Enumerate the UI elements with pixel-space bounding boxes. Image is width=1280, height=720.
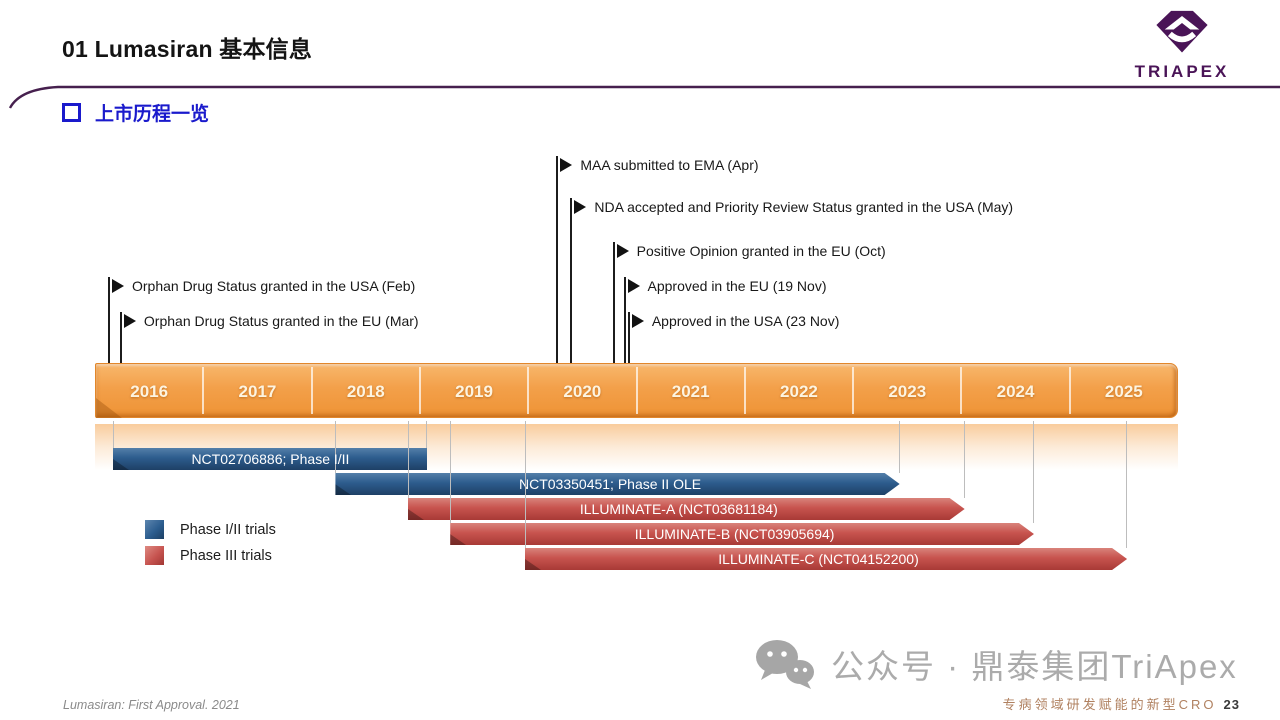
header-divider xyxy=(8,85,1280,109)
year-divider-line xyxy=(635,367,638,414)
milestone-pole xyxy=(107,277,110,363)
year-label: 2018 xyxy=(346,382,385,401)
gantt-bar: NCT02706886; Phase I/II xyxy=(113,448,428,470)
company-logo: TRIAPEX xyxy=(1132,8,1232,82)
year-divider-line xyxy=(852,367,855,414)
gantt-bar-label: NCT02706886; Phase I/II xyxy=(191,451,350,467)
year-label: 2019 xyxy=(455,382,493,401)
footer-tagline: 专病领域研发赋能的新型CRO 23 xyxy=(1003,694,1240,713)
gantt-bar: ILLUMINATE-C (NCT04152200) xyxy=(525,548,1127,570)
year-label: 2024 xyxy=(996,382,1035,401)
year-label: 2017 xyxy=(238,382,277,401)
connector-line xyxy=(426,421,427,448)
year-divider-line xyxy=(310,367,313,414)
connector-line xyxy=(408,421,409,498)
source-note: Lumasiran: First Approval. 2021 xyxy=(63,698,240,712)
year-label: 2023 xyxy=(888,382,927,401)
gantt-bar-bevel xyxy=(525,559,541,570)
year-divider-line xyxy=(527,367,530,414)
tagline-text: 专病领域研发赋能的新型CRO xyxy=(1002,697,1217,712)
milestone-label: Approved in the EU (19 Nov) xyxy=(647,278,827,294)
year-divider-line xyxy=(418,367,421,414)
milestone-pole xyxy=(623,277,626,363)
year-divider-line xyxy=(202,367,205,414)
connector-line xyxy=(450,421,451,523)
section-heading: 上市历程一览 xyxy=(62,99,209,126)
year-label: 2022 xyxy=(780,382,818,401)
gantt-bar: ILLUMINATE-A (NCT03681184) xyxy=(408,498,965,520)
watermark-text: 公众号 · 鼎泰集团TriApex xyxy=(831,648,1238,685)
page-title: 01 Lumasiran 基本信息 xyxy=(62,36,313,62)
milestone-pole xyxy=(119,312,122,363)
milestone-pole xyxy=(612,242,615,363)
gantt-bar: NCT03350451; Phase II OLE xyxy=(335,473,899,495)
section-title: 上市历程一览 xyxy=(95,104,210,125)
milestone-pole xyxy=(627,312,630,363)
gantt-bar-bevel xyxy=(450,534,466,545)
milestone-flag-icon xyxy=(123,314,136,328)
milestone-flag-icon xyxy=(616,244,629,258)
milestone-pole xyxy=(570,198,573,363)
timeline-axis-bevel xyxy=(96,398,122,418)
connector-line xyxy=(1126,421,1127,548)
page-number: 23 xyxy=(1223,697,1240,712)
gantt-bar-label: ILLUMINATE-C (NCT04152200) xyxy=(718,551,919,567)
connector-line xyxy=(525,421,526,548)
gantt-bar-bevel xyxy=(113,459,130,470)
milestone-label: Approved in the USA (23 Nov) xyxy=(651,313,840,329)
year-label: 2016 xyxy=(130,382,169,401)
year-divider-line xyxy=(743,367,746,414)
milestone-flag-icon xyxy=(631,314,644,328)
year-divider-line xyxy=(1068,367,1071,414)
connector-line xyxy=(113,421,114,448)
legend-item-phase12: Phase I/II trials xyxy=(145,520,276,539)
milestone-label: Orphan Drug Status granted in the USA (F… xyxy=(131,278,416,294)
year-label: 2021 xyxy=(671,382,710,401)
milestone-flag-icon xyxy=(627,279,640,293)
gantt-bar-bevel xyxy=(335,484,351,495)
wechat-icon xyxy=(756,640,814,689)
watermark: 公众号 · 鼎泰集团TriApex xyxy=(755,638,1238,690)
gantt-bar-label: NCT03350451; Phase II OLE xyxy=(518,476,702,492)
gantt-bar-label: ILLUMINATE-B (NCT03905694) xyxy=(634,526,835,542)
year-label: 2020 xyxy=(563,382,602,401)
connector-line xyxy=(335,421,336,473)
year-divider-line xyxy=(960,367,963,414)
milestone-label: Positive Opinion granted in the EU (Oct) xyxy=(636,243,886,259)
legend-label: Phase III trials xyxy=(180,547,272,564)
square-bullet-icon xyxy=(62,103,81,122)
legend-label: Phase I/II trials xyxy=(180,521,276,538)
milestone-pole xyxy=(556,156,559,363)
legend-swatch-red xyxy=(145,546,164,565)
legend-swatch-blue xyxy=(145,520,164,539)
milestone-label: NDA accepted and Priority Review Status … xyxy=(594,199,1014,215)
milestone-flag-icon xyxy=(574,200,587,214)
milestone-label: MAA submitted to EMA (Apr) xyxy=(580,157,759,173)
connector-line xyxy=(964,421,965,498)
legend-item-phase3: Phase III trials xyxy=(145,546,276,565)
triapex-diamond-icon xyxy=(1156,10,1208,53)
logo-wordmark: TRIAPEX xyxy=(1134,62,1230,81)
connector-line xyxy=(1033,421,1034,523)
milestone-label: Orphan Drug Status granted in the EU (Ma… xyxy=(143,313,419,329)
milestone-flag-icon xyxy=(111,279,124,293)
connector-line xyxy=(899,421,900,473)
gantt-bar: ILLUMINATE-B (NCT03905694) xyxy=(450,523,1034,545)
year-label: 2025 xyxy=(1104,382,1143,401)
milestone-flag-icon xyxy=(560,158,573,172)
gantt-bar-bevel xyxy=(408,509,424,520)
legend: Phase I/II trials Phase III trials xyxy=(145,520,276,565)
gantt-bar-label: ILLUMINATE-A (NCT03681184) xyxy=(579,501,778,517)
